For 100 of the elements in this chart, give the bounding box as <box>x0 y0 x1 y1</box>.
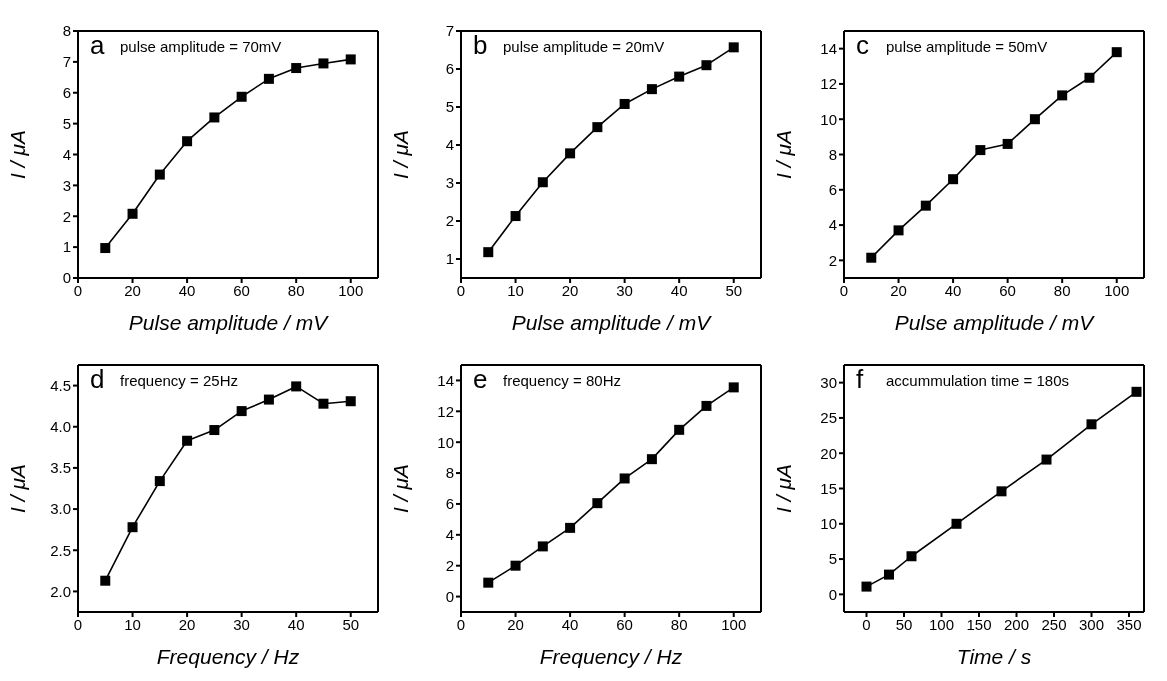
annotation: a <box>90 30 105 60</box>
x-tick-label: 20 <box>124 281 141 299</box>
y-tick-label: 1 <box>445 250 454 268</box>
y-tick-label: 0 <box>828 585 837 603</box>
y-tick-label: 10 <box>820 515 837 533</box>
point <box>1086 419 1097 430</box>
x-tick-label: 150 <box>966 615 992 633</box>
point <box>483 247 494 258</box>
y-tick-label: 2.5 <box>50 541 71 559</box>
point <box>884 569 894 580</box>
y-tick-label: 12 <box>437 402 454 420</box>
point <box>318 58 329 69</box>
point <box>291 381 302 392</box>
y-tick-label: 4 <box>62 145 71 163</box>
x-tick-label: 100 <box>928 615 955 633</box>
point <box>674 71 685 82</box>
point <box>345 396 356 407</box>
x-tick-label: 50 <box>342 615 360 633</box>
y-tick-label: 14 <box>820 39 837 57</box>
point <box>948 174 959 185</box>
y-tick-label: 6 <box>828 181 837 199</box>
x-tick-label: 0 <box>456 281 466 299</box>
annotation: pulse amplitude = 20mV <box>503 38 665 55</box>
annotation: pulse amplitude = 50mV <box>886 38 1048 55</box>
point <box>263 394 274 405</box>
point <box>236 406 247 417</box>
x-tick-label: 0 <box>839 281 849 299</box>
point <box>100 243 111 254</box>
x-tick-label: 300 <box>1078 615 1105 633</box>
x-tick-label: 0 <box>73 281 83 299</box>
y-tick-label: 14 <box>437 371 454 389</box>
point <box>537 177 548 188</box>
point <box>701 60 712 71</box>
y-tick-label: 5 <box>445 98 454 116</box>
y-tick-label: 4 <box>445 526 454 544</box>
y-tick-label: 4 <box>445 136 454 154</box>
point <box>701 400 712 411</box>
point <box>291 63 302 74</box>
y-tick-label: 25 <box>820 409 837 427</box>
y-tick-label: 0 <box>62 269 71 287</box>
x-tick-label: 10 <box>507 281 524 299</box>
point <box>182 435 193 446</box>
y-tick-label: 20 <box>820 444 837 462</box>
y-axis-title: I / μA <box>389 464 413 513</box>
y-tick-label: 10 <box>820 110 837 128</box>
annotation: e <box>473 364 488 394</box>
x-tick-label: 0 <box>73 615 83 633</box>
x-tick-label: 20 <box>507 615 524 633</box>
point <box>483 577 494 588</box>
x-axis-title: Frequency / Hz <box>156 645 300 668</box>
point <box>1057 90 1068 101</box>
point <box>100 575 111 586</box>
point <box>565 148 576 159</box>
annotation: b <box>473 30 488 60</box>
y-axis-title: I / μA <box>389 130 413 179</box>
point <box>209 425 220 436</box>
x-axis-title: Pulse amplitude / mV <box>511 311 713 334</box>
point <box>127 522 138 533</box>
annotation: pulse amplitude = 70mV <box>120 38 282 55</box>
point <box>1041 454 1052 465</box>
y-tick-label: 7 <box>62 53 71 71</box>
point <box>728 382 739 393</box>
point <box>236 91 247 102</box>
y-tick-label: 2 <box>445 212 454 230</box>
x-tick-label: 0 <box>862 615 871 633</box>
y-tick-label: 5 <box>828 550 837 568</box>
y-axis-title: I / μA <box>6 130 30 179</box>
point <box>154 169 165 180</box>
x-axis-title: Frequency / Hz <box>539 645 683 668</box>
point <box>510 211 521 222</box>
point <box>906 551 917 562</box>
x-tick-label: 40 <box>178 281 196 299</box>
y-tick-label: 12 <box>820 75 837 93</box>
y-tick-label: 6 <box>445 495 454 513</box>
y-tick-label: 8 <box>445 464 454 482</box>
point <box>951 518 962 529</box>
point <box>1002 138 1013 149</box>
y-axis-title: I / μA <box>772 464 796 513</box>
y-tick-label: 3.5 <box>50 459 71 477</box>
x-tick-label: 20 <box>561 281 579 299</box>
point <box>1029 114 1040 125</box>
point <box>127 208 138 219</box>
y-tick-label: 1 <box>62 238 71 256</box>
x-tick-label: 0 <box>456 615 466 633</box>
point <box>975 145 986 156</box>
y-tick-label: 2 <box>445 557 454 575</box>
point <box>592 498 603 509</box>
annotation: f <box>856 364 864 394</box>
y-tick-label: 2 <box>828 251 837 269</box>
y-tick-label: 2 <box>62 207 71 225</box>
point <box>619 473 630 484</box>
point <box>861 581 872 592</box>
x-axis-title: Pulse amplitude / mV <box>894 311 1096 334</box>
annotation: frequency = 80Hz <box>503 372 621 389</box>
x-tick-label: 30 <box>233 615 250 633</box>
point <box>182 136 193 147</box>
x-tick-label: 80 <box>670 615 688 633</box>
x-tick-label: 40 <box>944 281 962 299</box>
y-axis-title: I / μA <box>6 464 30 513</box>
point <box>154 476 165 487</box>
